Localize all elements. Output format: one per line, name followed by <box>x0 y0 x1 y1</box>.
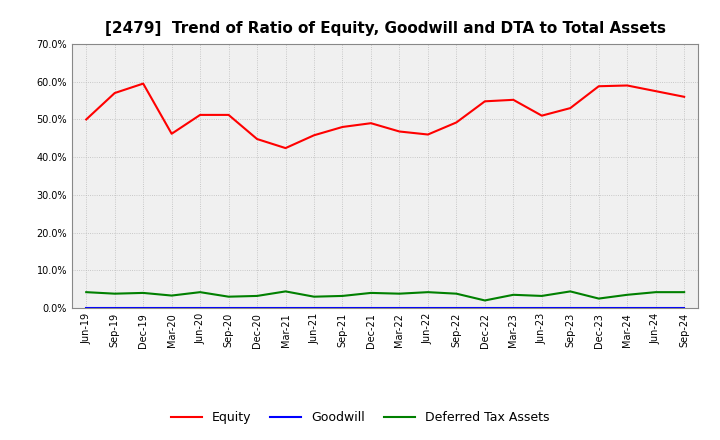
Equity <box>310 132 318 138</box>
Goodwill <box>680 305 688 311</box>
Equity <box>225 112 233 117</box>
Equity <box>139 81 148 86</box>
Legend: Equity, Goodwill, Deferred Tax Assets: Equity, Goodwill, Deferred Tax Assets <box>166 407 554 429</box>
Line: Equity: Equity <box>86 84 684 148</box>
Equity <box>680 94 688 99</box>
Goodwill <box>509 305 518 311</box>
Goodwill <box>623 305 631 311</box>
Deferred Tax Assets <box>423 290 432 295</box>
Goodwill <box>423 305 432 311</box>
Deferred Tax Assets <box>82 290 91 295</box>
Deferred Tax Assets <box>480 298 489 303</box>
Equity <box>282 146 290 151</box>
Equity <box>338 125 347 130</box>
Goodwill <box>652 305 660 311</box>
Equity <box>537 113 546 118</box>
Goodwill <box>110 305 119 311</box>
Deferred Tax Assets <box>680 290 688 295</box>
Deferred Tax Assets <box>566 289 575 294</box>
Deferred Tax Assets <box>253 293 261 299</box>
Deferred Tax Assets <box>652 290 660 295</box>
Equity <box>595 84 603 89</box>
Equity <box>196 112 204 117</box>
Equity <box>366 121 375 126</box>
Deferred Tax Assets <box>310 294 318 299</box>
Equity <box>82 117 91 122</box>
Deferred Tax Assets <box>395 291 404 296</box>
Deferred Tax Assets <box>452 291 461 296</box>
Deferred Tax Assets <box>196 290 204 295</box>
Goodwill <box>595 305 603 311</box>
Goodwill <box>253 305 261 311</box>
Deferred Tax Assets <box>595 296 603 301</box>
Goodwill <box>566 305 575 311</box>
Equity <box>167 131 176 136</box>
Deferred Tax Assets <box>282 289 290 294</box>
Equity <box>652 88 660 94</box>
Goodwill <box>139 305 148 311</box>
Equity <box>509 97 518 103</box>
Deferred Tax Assets <box>623 292 631 297</box>
Equity <box>452 120 461 125</box>
Equity <box>480 99 489 104</box>
Goodwill <box>196 305 204 311</box>
Deferred Tax Assets <box>110 291 119 296</box>
Equity <box>395 129 404 134</box>
Goodwill <box>310 305 318 311</box>
Deferred Tax Assets <box>225 294 233 299</box>
Goodwill <box>282 305 290 311</box>
Deferred Tax Assets <box>537 293 546 299</box>
Goodwill <box>225 305 233 311</box>
Goodwill <box>338 305 347 311</box>
Goodwill <box>452 305 461 311</box>
Goodwill <box>537 305 546 311</box>
Equity <box>623 83 631 88</box>
Goodwill <box>395 305 404 311</box>
Equity <box>253 136 261 142</box>
Deferred Tax Assets <box>139 290 148 296</box>
Goodwill <box>366 305 375 311</box>
Deferred Tax Assets <box>338 293 347 299</box>
Goodwill <box>480 305 489 311</box>
Goodwill <box>167 305 176 311</box>
Deferred Tax Assets <box>167 293 176 298</box>
Deferred Tax Assets <box>509 292 518 297</box>
Equity <box>423 132 432 137</box>
Title: [2479]  Trend of Ratio of Equity, Goodwill and DTA to Total Assets: [2479] Trend of Ratio of Equity, Goodwil… <box>104 21 666 36</box>
Goodwill <box>82 305 91 311</box>
Deferred Tax Assets <box>366 290 375 296</box>
Equity <box>566 106 575 111</box>
Equity <box>110 90 119 95</box>
Line: Deferred Tax Assets: Deferred Tax Assets <box>86 291 684 301</box>
